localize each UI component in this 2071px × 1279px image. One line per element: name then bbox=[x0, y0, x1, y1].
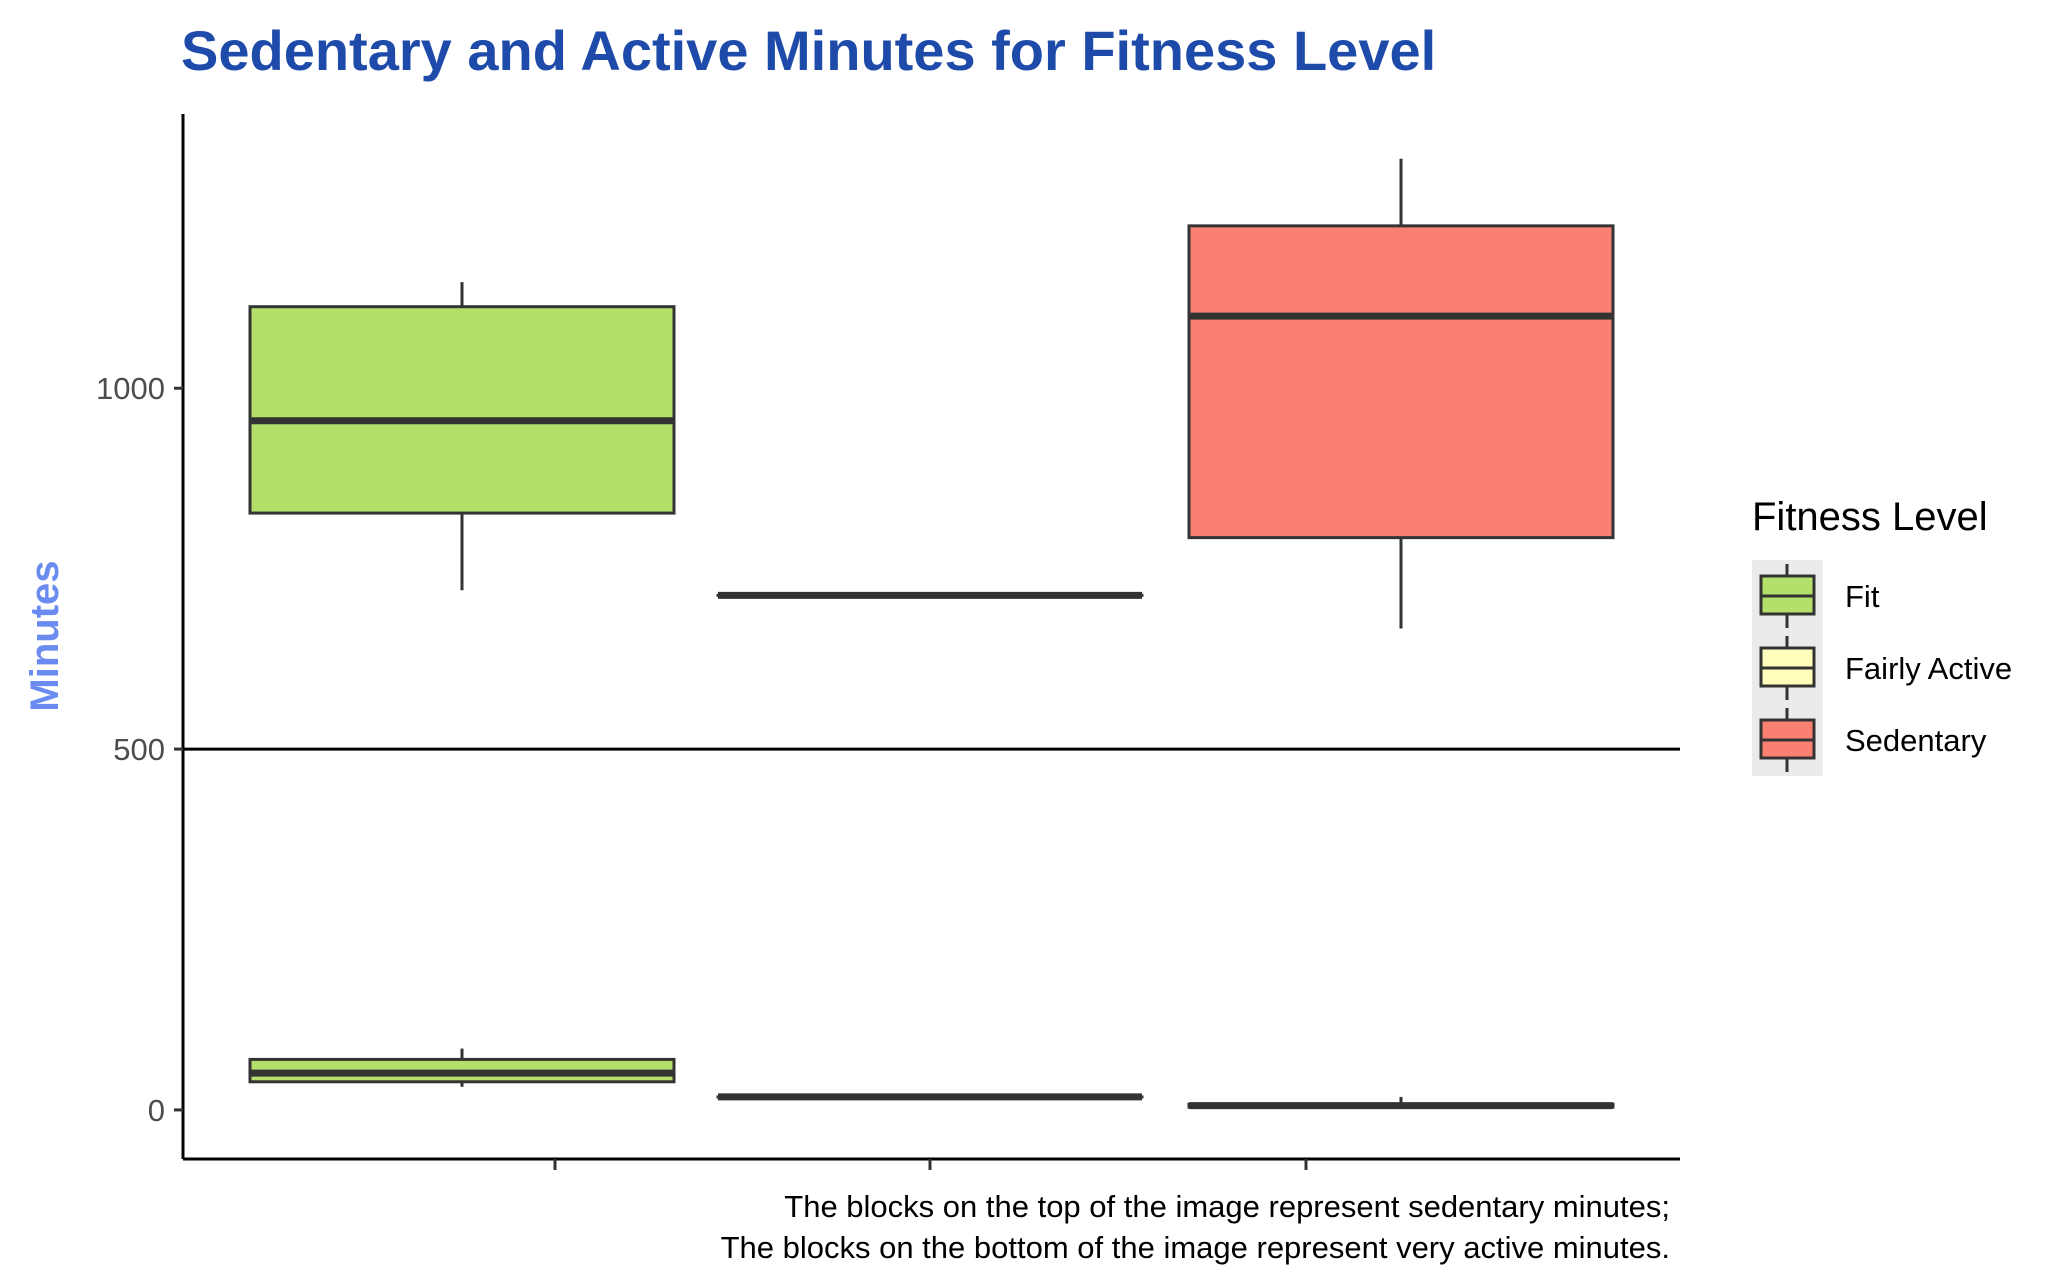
legend: Fitness Level Fit Fairly Active Sedentary bbox=[1752, 495, 2012, 776]
chart-title: Sedentary and Active Minutes for Fitness… bbox=[181, 19, 1436, 82]
legend-item-sedentary: Sedentary bbox=[1759, 708, 1987, 772]
caption-line-1: The blocks on the top of the image repre… bbox=[784, 1189, 1670, 1224]
legend-label: Fit bbox=[1845, 579, 1880, 614]
plot-panel: 0 500 1000 bbox=[96, 114, 1680, 1170]
y-tick-label: 0 bbox=[148, 1093, 165, 1128]
legend-item-fit: Fit bbox=[1759, 564, 1880, 628]
box-sedentary-sedentary bbox=[1187, 158, 1615, 629]
y-axis-title: Minutes bbox=[23, 560, 67, 711]
y-tick-label: 500 bbox=[113, 732, 165, 767]
legend-items: Fit Fairly Active Sedentary bbox=[1752, 560, 2012, 776]
box-very-active-sedentary bbox=[1187, 1096, 1615, 1110]
caption-line-2: The blocks on the bottom of the image re… bbox=[721, 1230, 1670, 1265]
y-tick-label: 1000 bbox=[96, 371, 165, 406]
box-body bbox=[1187, 224, 1615, 540]
box-sedentary-fit bbox=[248, 282, 676, 591]
legend-label: Fairly Active bbox=[1845, 651, 2012, 686]
box-body bbox=[248, 305, 676, 515]
box-very-active-fit bbox=[248, 1048, 676, 1087]
legend-item-fairly-active: Fairly Active bbox=[1759, 636, 2012, 700]
legend-label: Sedentary bbox=[1845, 723, 1987, 758]
legend-title: Fitness Level bbox=[1752, 495, 1988, 539]
